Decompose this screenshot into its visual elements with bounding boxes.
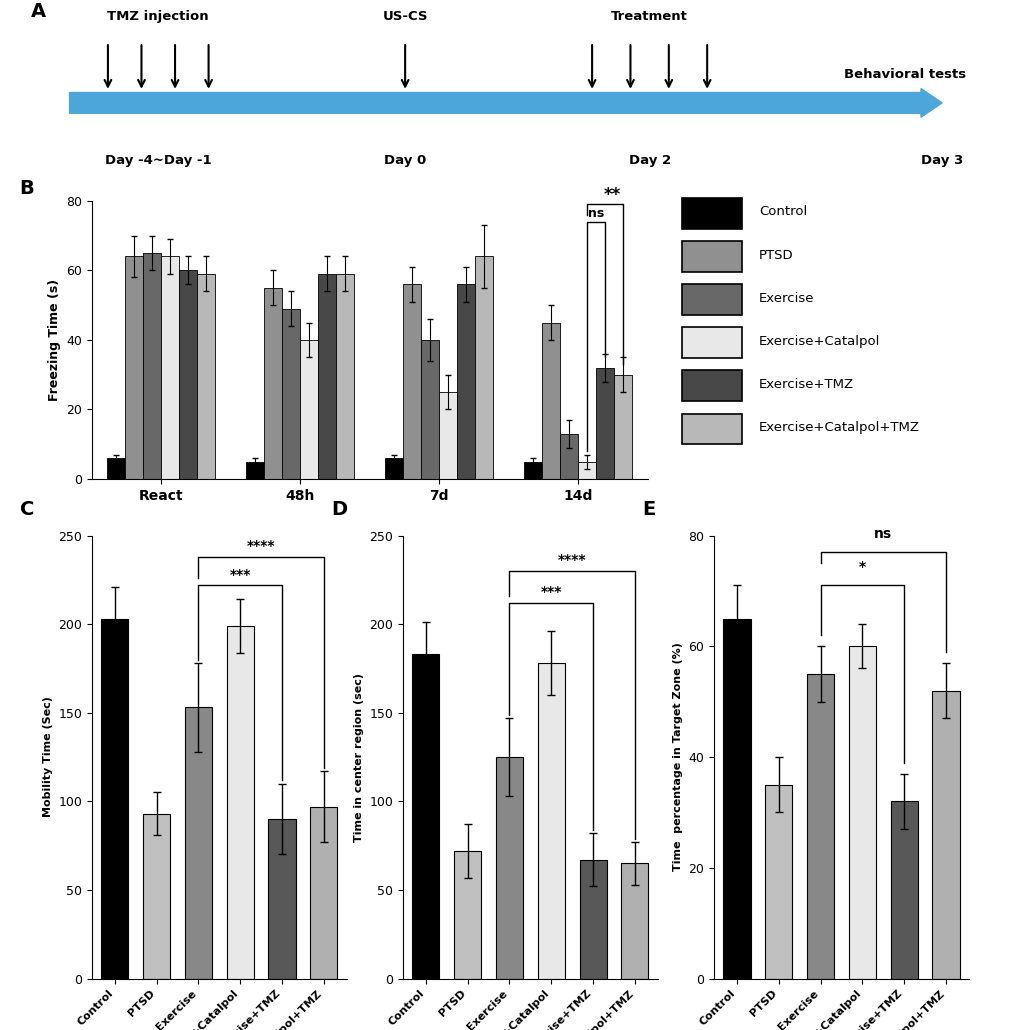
Y-axis label: Mobility Time (Sec): Mobility Time (Sec)	[43, 696, 53, 818]
Bar	[336, 274, 355, 479]
Bar	[613, 375, 632, 479]
Bar	[579, 860, 606, 978]
Text: Treatment: Treatment	[610, 10, 688, 23]
Text: Day -4~Day -1: Day -4~Day -1	[105, 153, 211, 167]
Y-axis label: Time  percentage in Target Zone (%): Time percentage in Target Zone (%)	[673, 643, 682, 871]
Bar	[403, 284, 421, 479]
Text: Exercise: Exercise	[758, 291, 814, 305]
Text: B: B	[19, 178, 35, 198]
Text: *: *	[858, 560, 865, 575]
Text: ****: ****	[247, 540, 275, 553]
Text: E: E	[642, 501, 655, 519]
Bar	[722, 619, 750, 978]
Text: Exercise+TMZ: Exercise+TMZ	[758, 378, 853, 391]
Bar	[559, 434, 578, 479]
Bar	[621, 863, 648, 978]
Text: C: C	[20, 501, 35, 519]
Bar	[107, 458, 125, 479]
Bar	[524, 461, 541, 479]
Bar	[384, 458, 403, 479]
Y-axis label: Time in center region (sec): Time in center region (sec)	[354, 673, 364, 842]
Bar	[541, 322, 559, 479]
Text: Exercise+Catalpol+TMZ: Exercise+Catalpol+TMZ	[758, 421, 919, 434]
Text: ***: ***	[229, 568, 251, 582]
FancyBboxPatch shape	[681, 241, 742, 272]
Bar	[143, 814, 170, 978]
Text: Exercise+Catalpol: Exercise+Catalpol	[758, 335, 879, 348]
Bar	[179, 270, 198, 479]
Bar	[300, 340, 318, 479]
Bar	[578, 461, 596, 479]
Bar	[226, 626, 254, 978]
Text: ns: ns	[588, 207, 604, 220]
Bar	[198, 274, 215, 479]
Text: ****: ****	[557, 553, 586, 568]
FancyArrow shape	[69, 89, 942, 117]
Bar	[764, 785, 792, 978]
Bar	[848, 647, 875, 978]
FancyBboxPatch shape	[681, 414, 742, 444]
Bar	[318, 274, 336, 479]
Bar	[421, 340, 439, 479]
Text: US-CS: US-CS	[382, 10, 428, 23]
Bar	[806, 674, 834, 978]
Bar	[439, 392, 457, 479]
Bar	[184, 708, 212, 978]
Text: ***: ***	[540, 585, 561, 599]
Text: TMZ injection: TMZ injection	[107, 10, 209, 23]
Bar	[412, 654, 439, 978]
Text: A: A	[32, 2, 46, 22]
Bar	[453, 851, 481, 978]
Bar	[264, 287, 282, 479]
Text: Behavioral tests: Behavioral tests	[843, 68, 965, 80]
Text: Day 3: Day 3	[920, 153, 962, 167]
Bar	[143, 253, 161, 479]
Bar	[457, 284, 475, 479]
Bar	[101, 619, 128, 978]
Text: Day 2: Day 2	[628, 153, 671, 167]
FancyBboxPatch shape	[681, 198, 742, 229]
FancyBboxPatch shape	[681, 371, 742, 401]
Text: Day 0: Day 0	[383, 153, 426, 167]
Bar	[596, 368, 613, 479]
Text: PTSD: PTSD	[758, 248, 793, 262]
Bar	[268, 819, 296, 978]
Bar	[537, 663, 565, 978]
Bar	[931, 691, 959, 978]
Bar	[310, 806, 337, 978]
FancyBboxPatch shape	[681, 284, 742, 315]
FancyBboxPatch shape	[681, 328, 742, 358]
Bar	[282, 309, 300, 479]
Text: ns: ns	[873, 527, 892, 541]
Bar	[475, 256, 493, 479]
Bar	[890, 801, 917, 978]
Bar	[125, 256, 143, 479]
Bar	[161, 256, 179, 479]
Y-axis label: Freezing Time (s): Freezing Time (s)	[48, 279, 60, 401]
Bar	[246, 461, 264, 479]
Text: Control: Control	[758, 205, 806, 218]
Text: **: **	[603, 185, 621, 204]
Bar	[495, 757, 523, 978]
Text: D: D	[331, 501, 347, 519]
